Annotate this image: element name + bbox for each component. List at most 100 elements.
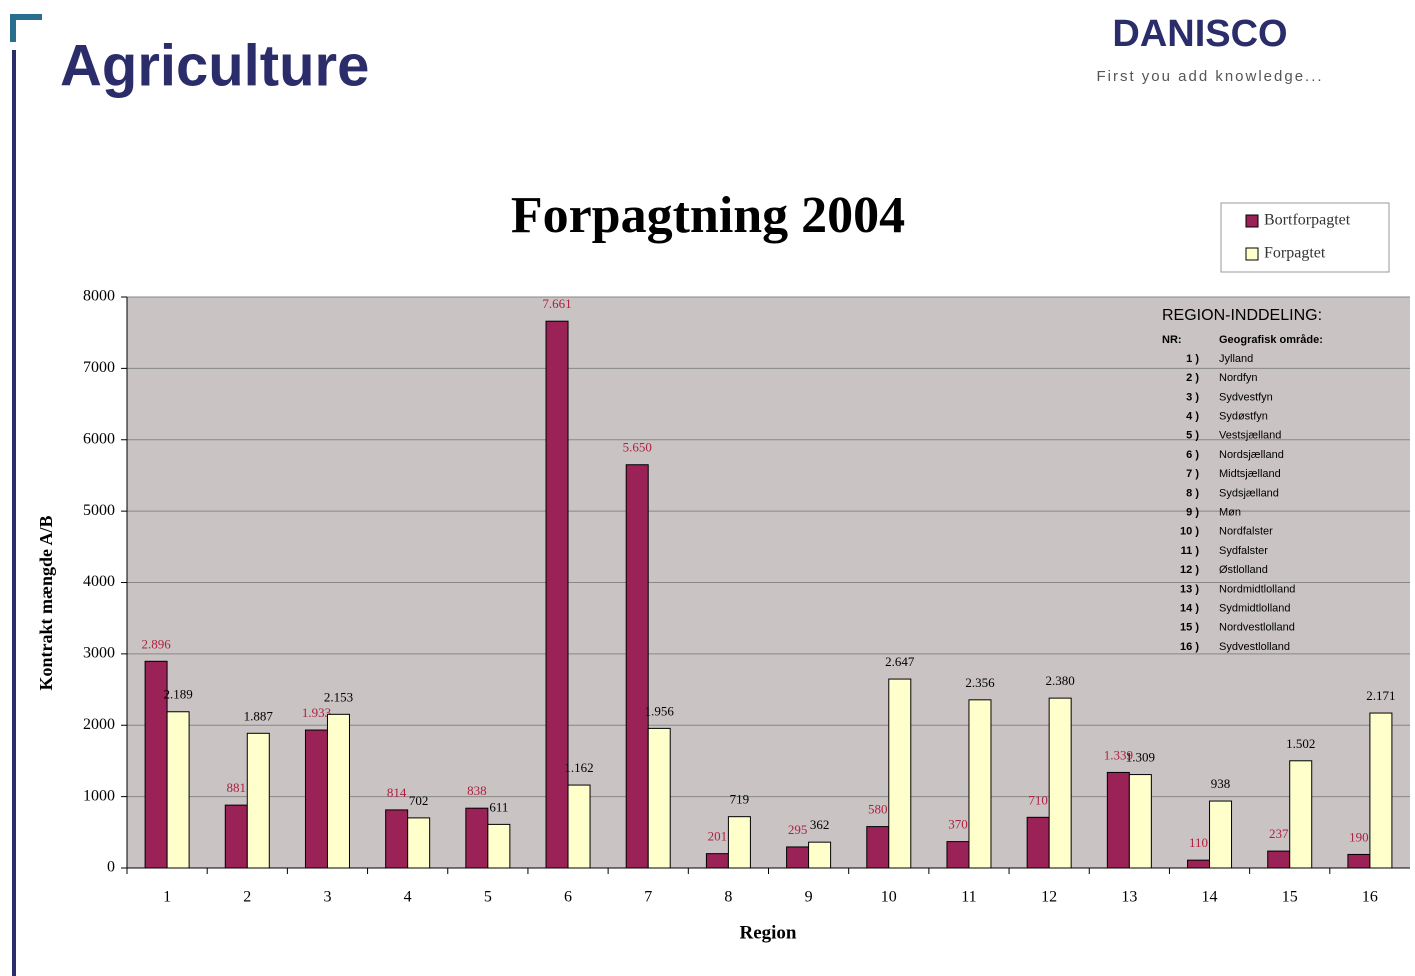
region-name: Nordmidtlolland [1219,583,1295,595]
data-label: 1.956 [645,703,675,718]
slide-title: Agriculture [60,33,369,98]
legend-swatch [1245,247,1259,261]
bar [1106,771,1130,869]
data-label: 611 [489,799,508,814]
chart-title: Forpagtning 2004 [511,187,905,244]
region-name: Sydsjælland [1219,487,1279,499]
x-tick-label: 15 [1282,889,1298,906]
data-label: 2.896 [141,636,171,651]
x-tick-label: 11 [961,889,976,906]
data-label: 814 [387,785,407,800]
x-tick-label: 3 [323,889,331,906]
data-label: 2.153 [324,689,353,704]
bar [166,711,190,869]
data-label: 110 [1189,835,1208,850]
region-name: Vestsjælland [1219,430,1281,442]
region-nr: 4 ) [1186,411,1199,423]
region-name: Nordsjælland [1219,449,1284,461]
data-label: 201 [708,829,728,844]
x-tick-label: 6 [564,889,572,906]
data-label: 5.650 [623,440,652,455]
bar [647,727,671,869]
bar [888,678,912,869]
bar [385,809,409,869]
region-name: Sydvestlolland [1219,641,1290,653]
region-name: Nordfalster [1219,526,1273,538]
bar [407,817,431,869]
bar [946,841,970,869]
bar [866,826,890,869]
region-nr: 7 ) [1186,468,1199,480]
data-label: 1.309 [1126,750,1155,765]
region-nr: 5 ) [1186,430,1199,442]
y-tick-label: 7000 [83,359,115,376]
region-nr: 1 ) [1186,353,1199,365]
bar [1026,816,1050,869]
region-nr: 6 ) [1186,449,1199,461]
region-name: Nordfyn [1219,372,1258,384]
data-label: 2.356 [965,675,995,690]
region-nr: 3 ) [1186,391,1199,403]
bar [545,320,569,869]
y-tick-label: 0 [107,859,115,876]
x-tick-label: 8 [724,889,732,906]
region-nr: 13 ) [1180,583,1199,595]
x-axis-label: Region [740,922,797,943]
bar [567,784,591,869]
data-label: 1.887 [244,708,274,723]
bar [727,816,751,869]
data-label: 1.933 [302,705,331,720]
data-label: 2.380 [1046,673,1075,688]
x-tick-label: 4 [404,889,412,906]
bar [1267,850,1291,869]
region-name: Sydmidtlolland [1219,603,1291,615]
data-label: 881 [227,780,247,795]
data-label: 838 [467,783,487,798]
tagline: First you add knowledge... [1096,68,1323,85]
bar [224,804,248,869]
bar [1369,712,1393,869]
y-tick-label: 6000 [83,430,115,447]
region-name: Sydvestfyn [1219,391,1273,403]
y-tick-label: 4000 [83,573,115,590]
x-tick-label: 1 [163,889,171,906]
y-tick-label: 3000 [83,645,115,662]
x-tick-label: 16 [1362,889,1378,906]
region-nr: 2 ) [1186,372,1199,384]
region-name: Nordvestlolland [1219,622,1295,634]
data-label: 719 [730,792,750,807]
region-table-header: NR: [1162,334,1182,346]
data-label: 2.171 [1366,688,1395,703]
data-label: 1.339 [1104,747,1133,762]
region-name: Østlolland [1219,564,1268,576]
data-label: 2.189 [163,687,192,702]
side-rule [12,50,16,976]
x-tick-label: 13 [1121,889,1137,906]
x-tick-label: 5 [484,889,492,906]
x-tick-label: 12 [1041,889,1057,906]
data-label: 370 [948,817,968,832]
bar [1347,853,1371,869]
data-label: 362 [810,817,830,832]
data-label: 1.162 [564,760,593,775]
y-tick-label: 5000 [83,502,115,519]
data-label: 2.647 [885,654,915,669]
bar [786,846,810,869]
region-nr: 15 ) [1180,622,1199,634]
bar [1128,774,1152,869]
region-table-header: Geografisk område: [1219,334,1323,346]
data-label: 710 [1028,792,1048,807]
data-label: 1.502 [1286,736,1315,751]
data-label: 7.661 [542,296,571,311]
data-label: 295 [788,822,808,837]
region-table-title: REGION-INDDELING: [1162,307,1322,324]
bar [1048,697,1072,869]
region-nr: 8 ) [1186,487,1199,499]
bar [1209,800,1233,869]
y-tick-label: 1000 [83,787,115,804]
x-tick-label: 9 [805,889,813,906]
region-nr: 11 ) [1181,545,1200,557]
bar [968,699,992,869]
data-label: 938 [1211,776,1231,791]
